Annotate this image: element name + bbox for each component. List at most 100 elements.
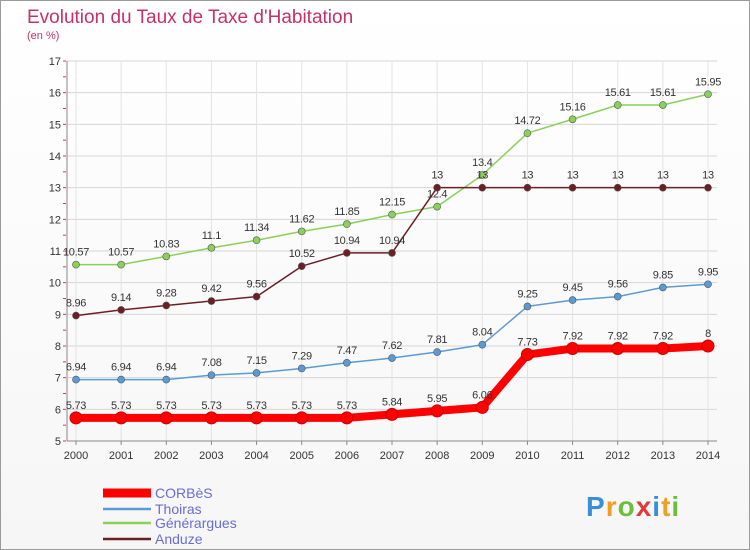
data-point (162, 375, 171, 384)
data-label: 7.15 (246, 355, 266, 367)
data-label: 7.92 (608, 331, 628, 343)
data-label: 9.95 (698, 266, 718, 278)
data-point (162, 301, 171, 310)
data-label: 5.73 (66, 400, 86, 412)
data-point (568, 296, 577, 304)
data-point (659, 283, 667, 292)
data-label: 5.73 (337, 400, 357, 412)
data-label: 12.4 (427, 189, 447, 201)
y-tick-label: 11 (50, 246, 61, 258)
data-point (117, 306, 125, 314)
x-tick-label: 2003 (199, 450, 223, 462)
legend-label: Générargues (155, 515, 237, 531)
data-point (611, 342, 625, 356)
data-label: 10.94 (379, 235, 405, 247)
data-label: 9.14 (111, 292, 131, 304)
data-point (478, 340, 487, 349)
data-label: 7.92 (653, 331, 673, 343)
data-label: 10.57 (63, 247, 89, 259)
data-label: 6.94 (66, 362, 86, 374)
data-label: 13 (431, 170, 443, 182)
data-label: 12.15 (379, 197, 405, 209)
y-tick-label: 8 (55, 341, 61, 353)
data-point (704, 183, 712, 192)
data-label: 11.34 (244, 222, 269, 234)
data-label: 13 (567, 170, 579, 182)
data-label: 11.1 (202, 230, 222, 242)
data-point (613, 292, 622, 301)
data-label: 6.94 (111, 362, 131, 374)
data-point (475, 400, 489, 414)
data-point (701, 339, 715, 353)
data-point (613, 101, 622, 109)
x-tick-label: 2008 (425, 450, 449, 462)
data-point (72, 311, 80, 320)
data-label: 7.73 (517, 337, 537, 349)
data-point (385, 407, 399, 421)
data-label: 15.16 (560, 101, 586, 113)
data-point (433, 183, 441, 192)
data-label: 15.61 (605, 87, 631, 99)
y-tick-label: 5 (55, 436, 61, 448)
data-point (204, 411, 218, 425)
data-point (704, 90, 712, 99)
data-label: 7.08 (201, 357, 221, 369)
x-tick-label: 2006 (335, 450, 359, 462)
data-point (568, 183, 577, 192)
data-label: 5.73 (201, 400, 221, 412)
data-point (613, 183, 622, 192)
y-tick-label: 6 (55, 404, 61, 416)
x-tick-label: 2012 (605, 450, 629, 462)
chart-title: Evolution du Taux de Taxe d'Habitation (27, 7, 354, 28)
data-label: 6.06 (472, 389, 492, 401)
legend-label: Thoiras (155, 501, 202, 517)
data-label: 5.73 (292, 400, 312, 412)
data-point (69, 411, 83, 425)
data-label: 5.73 (156, 400, 176, 412)
y-tick-label: 16 (49, 88, 61, 100)
x-tick-label: 2004 (244, 450, 268, 462)
data-point (114, 411, 128, 425)
data-point (433, 202, 441, 211)
data-point (659, 183, 667, 192)
data-point (207, 244, 216, 252)
data-point (252, 369, 261, 377)
data-label: 13 (476, 170, 488, 182)
data-label: 7.29 (292, 350, 312, 362)
chart-subtitle: (en %) (27, 30, 60, 42)
x-tick-label: 2011 (561, 450, 585, 462)
data-point (523, 302, 532, 311)
data-label: 13 (612, 170, 624, 182)
data-point (388, 354, 396, 362)
data-point (704, 280, 712, 289)
data-label: 11.62 (289, 213, 314, 225)
data-label: 7.47 (337, 345, 357, 357)
data-label: 7.62 (382, 340, 402, 352)
data-label: 7.81 (427, 334, 447, 346)
data-point (343, 220, 351, 228)
data-label: 7.92 (562, 331, 582, 343)
data-point (388, 249, 396, 257)
x-tick-label: 2007 (380, 450, 404, 462)
data-point (388, 210, 396, 219)
data-label: 5.73 (111, 400, 131, 412)
data-label: 15.61 (650, 87, 676, 99)
data-label: 9.45 (562, 282, 582, 294)
data-point (162, 252, 171, 261)
data-point (430, 404, 444, 418)
data-point (159, 411, 173, 425)
y-tick-label: 17 (49, 56, 61, 68)
data-point (478, 183, 487, 192)
x-tick-label: 2002 (154, 450, 178, 462)
legend-label: Anduze (155, 531, 203, 547)
data-label: 9.85 (653, 269, 673, 281)
data-point (117, 375, 125, 384)
data-label: 9.28 (156, 287, 176, 299)
data-point (295, 411, 309, 425)
data-label: 8 (705, 328, 711, 340)
data-label: 13 (702, 170, 714, 182)
data-label: 9.56 (608, 279, 628, 291)
data-label: 6.94 (156, 362, 176, 374)
